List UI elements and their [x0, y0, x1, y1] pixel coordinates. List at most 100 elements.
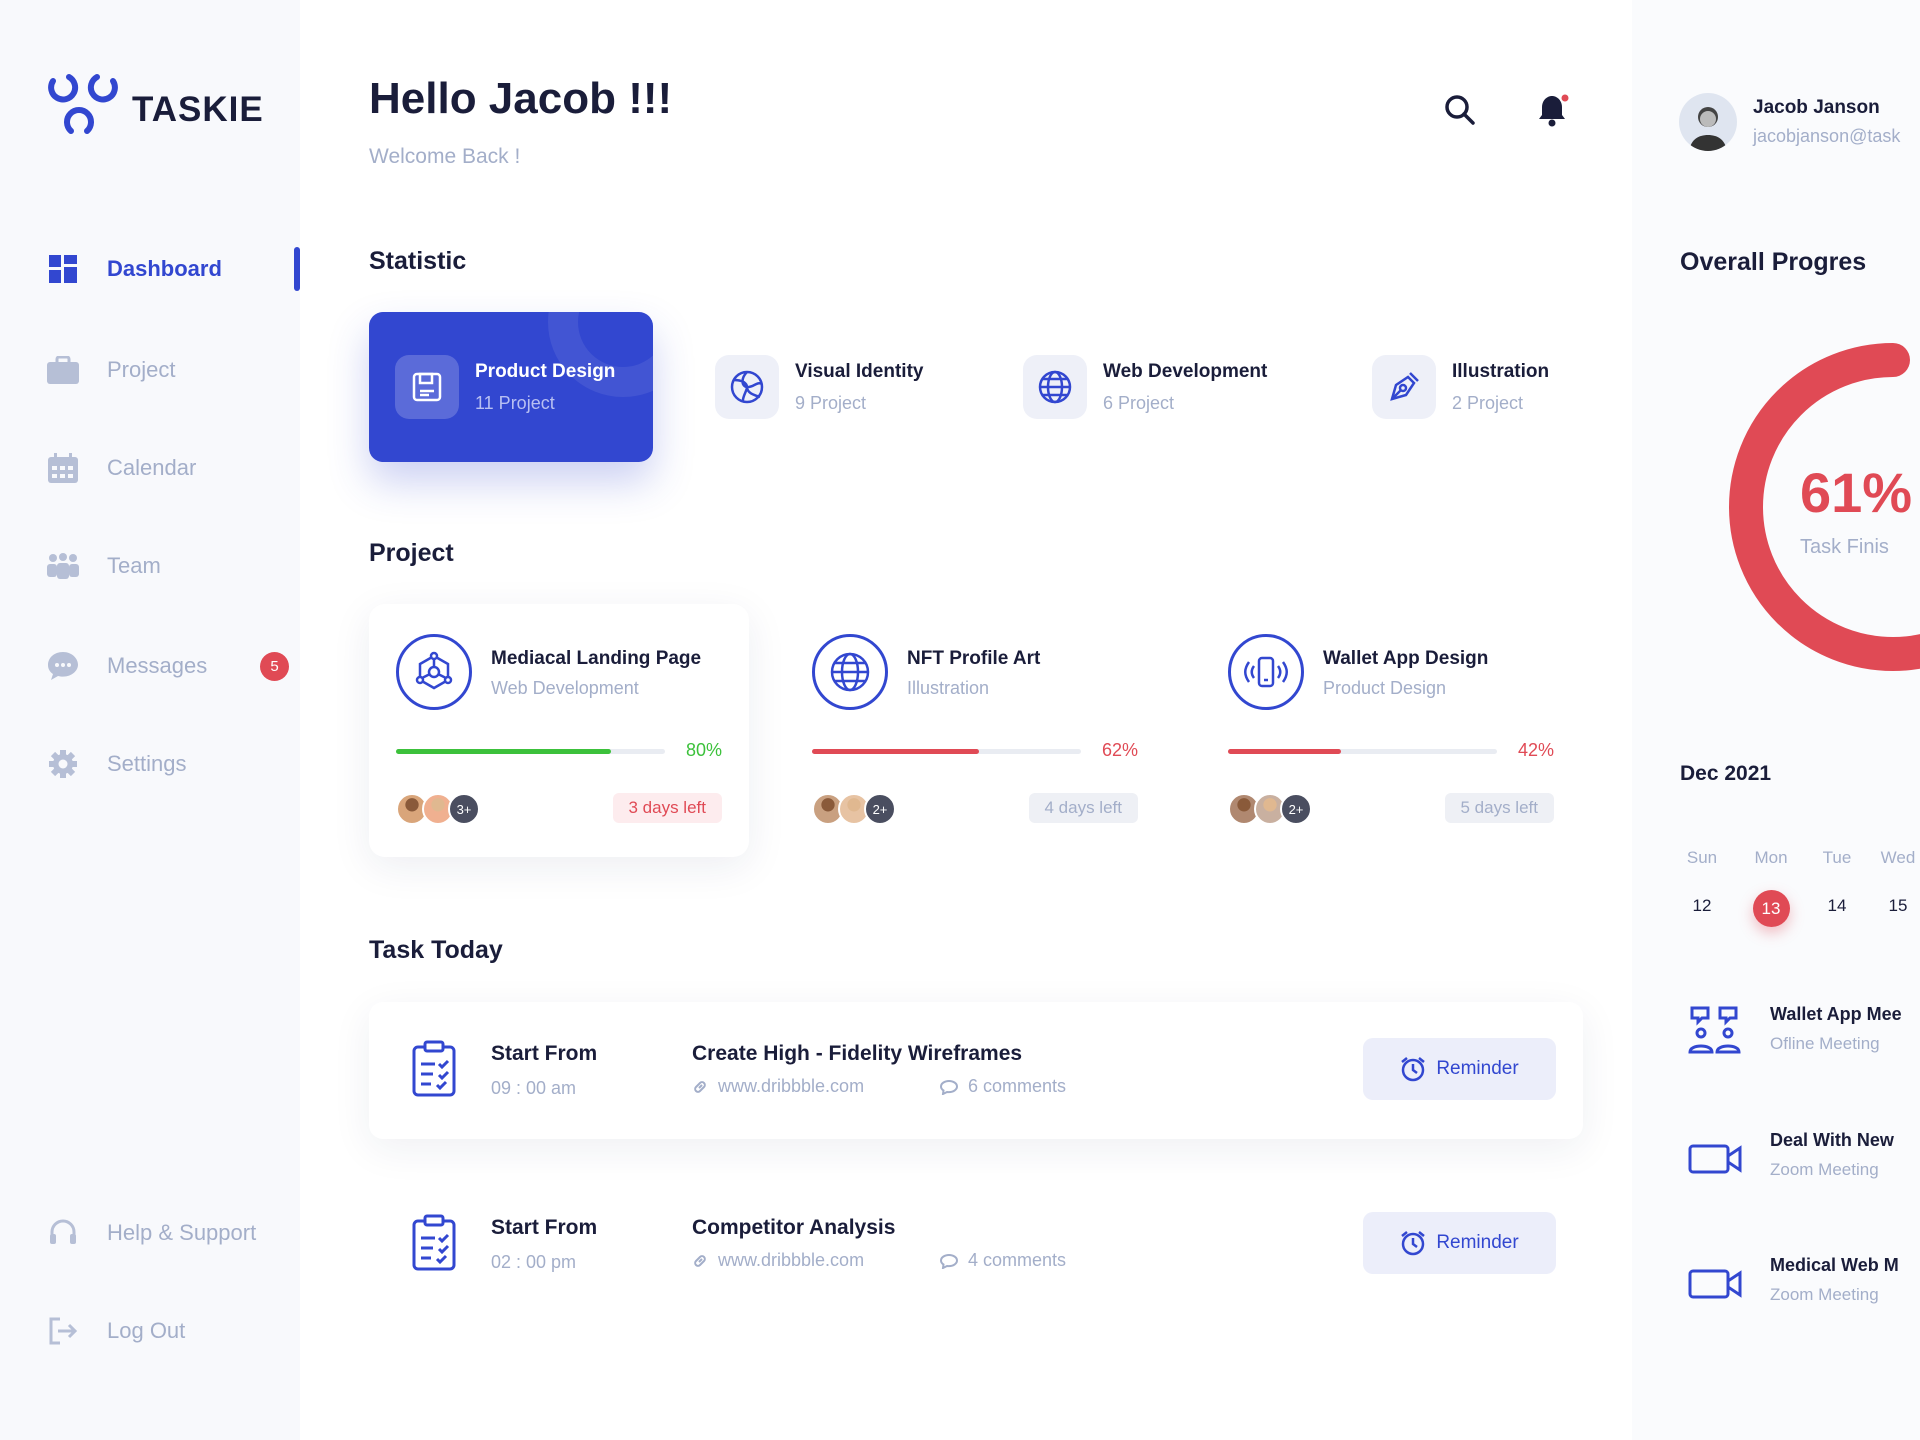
- task-start-label: Start From: [491, 1042, 598, 1065]
- reminder-button[interactable]: Reminder: [1363, 1212, 1556, 1274]
- date-number: 12: [1692, 896, 1712, 915]
- task-title: Competitor Analysis: [692, 1216, 896, 1239]
- task-link-text: www.dribbble.com: [718, 1076, 865, 1096]
- days-left-badge: 4 days left: [1028, 793, 1138, 823]
- reminder-button[interactable]: Reminder: [1363, 1038, 1556, 1100]
- sidebar-item-label: Team: [107, 553, 161, 578]
- project-card[interactable]: NFT Profile Art Illustration 62% 2+ 4 da…: [785, 604, 1165, 857]
- meeting-title: Deal With New: [1770, 1130, 1894, 1150]
- progress-bar: [812, 749, 1081, 754]
- clipboard-check-icon: [411, 1214, 457, 1277]
- project-card[interactable]: Mediacal Landing Page Web Development 80…: [369, 604, 749, 857]
- logout-icon: [47, 1315, 79, 1347]
- logout-label: Log Out: [107, 1318, 186, 1343]
- clipboard-check-icon: [411, 1040, 457, 1103]
- selected-date: 13: [1752, 890, 1790, 927]
- day-name: Wed: [1880, 848, 1916, 867]
- day-name: Sun: [1686, 848, 1718, 867]
- days-left-badge: 3 days left: [612, 793, 722, 823]
- greeting: Hello Jacob !!!: [369, 74, 673, 123]
- task-comments[interactable]: 6 comments: [940, 1076, 1066, 1097]
- task-row[interactable]: Start From 02 : 00 pm Competitor Analysi…: [369, 1176, 1583, 1313]
- sidebar-item-label: Project: [107, 357, 176, 382]
- taskie-logo-icon: [48, 74, 118, 134]
- progress-ring: [1729, 343, 1920, 671]
- meeting-people-icon: [1688, 1004, 1742, 1061]
- task-today-heading: Task Today: [369, 936, 503, 964]
- member-avatars: 2+: [1228, 793, 1312, 825]
- more-members: 2+: [864, 793, 896, 825]
- progress-bar-fill: [396, 749, 612, 754]
- link-icon: [694, 1254, 706, 1267]
- user-avatar[interactable]: [1679, 93, 1737, 151]
- user-email: jacobjanson@task: [1753, 126, 1901, 146]
- sidebar-item-calendar[interactable]: Calendar: [47, 448, 196, 488]
- sidebar-item-messages[interactable]: Messages: [47, 646, 207, 686]
- sidebar-item-label: Messages: [107, 653, 208, 678]
- sidebar-item-label: Dashboard: [107, 256, 222, 281]
- reminder-label: Reminder: [1436, 1058, 1519, 1079]
- progress-percent: 80%: [685, 740, 722, 760]
- day-name: Tue: [1822, 848, 1852, 867]
- task-link[interactable]: www.dribbble.com: [692, 1076, 864, 1097]
- project-icon: [812, 634, 888, 710]
- task-time: 02 : 00 pm: [491, 1252, 577, 1272]
- comment-icon: [940, 1253, 958, 1269]
- search-icon[interactable]: [1444, 94, 1476, 126]
- bell-icon[interactable]: [1537, 92, 1571, 128]
- day-date[interactable]: 12: [1680, 890, 1724, 927]
- statistic-heading: Statistic: [369, 247, 467, 275]
- task-row[interactable]: Start From 09 : 00 am Create High - Fide…: [369, 1002, 1583, 1139]
- day-date[interactable]: 15: [1876, 890, 1920, 927]
- task-comments[interactable]: 4 comments: [940, 1250, 1066, 1271]
- sidebar-item-dashboard[interactable]: Dashboard: [47, 249, 222, 289]
- stat-count: 6 Project: [1103, 392, 1175, 413]
- date-number: 15: [1888, 896, 1908, 915]
- project-title: Mediacal Landing Page: [491, 648, 702, 669]
- sidebar-item-project[interactable]: Project: [47, 350, 175, 390]
- progress-bar: [1228, 749, 1497, 754]
- stat-card-product-design[interactable]: Product Design 11 Project: [369, 312, 653, 462]
- team-icon: [47, 550, 79, 582]
- progress-percent: 62%: [1101, 740, 1138, 760]
- project-heading: Project: [369, 539, 454, 567]
- link-icon: [694, 1080, 706, 1093]
- progress-ring-arc: [1729, 343, 1920, 671]
- project-card[interactable]: Wallet App Design Product Design 42% 2+ …: [1201, 604, 1581, 857]
- stat-count: 2 Project: [1452, 392, 1524, 413]
- progress-caption: Task Finis: [1800, 536, 1889, 558]
- project-icon: [1228, 634, 1304, 710]
- sidebar-item-settings[interactable]: Settings: [47, 744, 187, 784]
- task-link-text: www.dribbble.com: [718, 1250, 865, 1270]
- meeting-type: Ofline Meeting: [1770, 1034, 1880, 1053]
- sidebar: TASKIE Dashboard Project Calendar Team M…: [0, 0, 300, 1440]
- comment-icon: [940, 1079, 958, 1095]
- stat-card-web-development[interactable]: Web Development 6 Project: [1023, 312, 1267, 462]
- welcome-subtitle: Welcome Back !: [369, 145, 521, 168]
- task-comments-text: 6 comments: [968, 1076, 1067, 1096]
- day-date[interactable]: 14: [1815, 890, 1859, 927]
- video-camera-icon: [1688, 1142, 1744, 1181]
- headset-icon: [47, 1217, 79, 1249]
- stat-count: 11 Project: [475, 392, 555, 413]
- gear-icon: [47, 748, 79, 780]
- sidebar-item-label: Settings: [107, 751, 187, 776]
- stat-card-illustration[interactable]: Illustration 2 Project: [1372, 312, 1549, 462]
- help-support-link[interactable]: Help & Support: [47, 1213, 256, 1253]
- stat-card-visual-identity[interactable]: Visual Identity 9 Project: [715, 312, 923, 462]
- stat-title: Product Design: [475, 360, 616, 382]
- stat-title: Web Development: [1103, 360, 1268, 382]
- days-left-badge: 5 days left: [1444, 793, 1554, 823]
- logout-link[interactable]: Log Out: [47, 1311, 185, 1351]
- sidebar-item-team[interactable]: Team: [47, 546, 161, 586]
- help-support-label: Help & Support: [107, 1220, 257, 1245]
- task-title: Create High - Fidelity Wireframes: [692, 1042, 1023, 1065]
- progress-bar: [396, 749, 665, 754]
- stat-count: 9 Project: [795, 392, 867, 413]
- project-title: Wallet App Design: [1323, 648, 1489, 669]
- day-date[interactable]: 13: [1749, 890, 1793, 927]
- messages-badge: 5: [260, 652, 289, 681]
- calendar-month: Dec 2021: [1680, 762, 1772, 785]
- task-link[interactable]: www.dribbble.com: [692, 1250, 864, 1271]
- member-avatars: 3+: [396, 793, 480, 825]
